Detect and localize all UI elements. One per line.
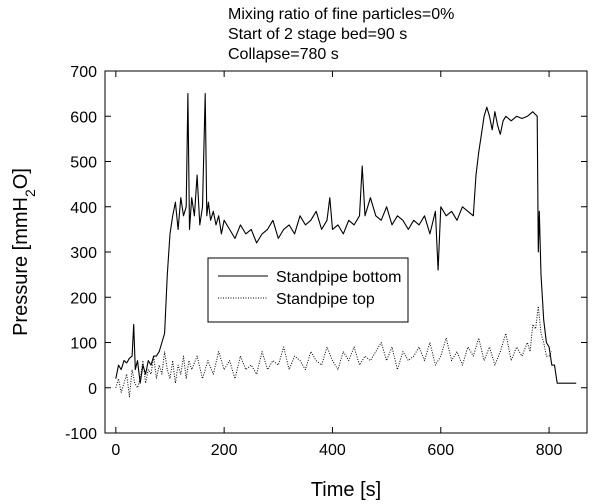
legend-label: Standpipe top xyxy=(276,291,375,308)
x-tick-label: 600 xyxy=(427,442,454,459)
y-tick-label: -100 xyxy=(65,426,97,443)
series-line-standpipe-bottom xyxy=(115,93,577,384)
y-tick-label: 300 xyxy=(70,245,97,262)
y-axis-title: Pressure [mmH2O] xyxy=(10,168,38,336)
y-tick-label: 100 xyxy=(70,336,97,353)
legend-label: Standpipe bottom xyxy=(276,269,401,286)
plot-area-frame xyxy=(104,70,588,434)
x-axis-title: Time [s] xyxy=(311,479,381,501)
x-tick-label: 200 xyxy=(211,442,238,459)
y-tick-label: 500 xyxy=(70,155,97,172)
x-tick-label: 0 xyxy=(111,442,120,459)
y-tick-label: 0 xyxy=(88,381,97,398)
x-tick-label: 800 xyxy=(536,442,563,459)
annotation-collapse: Collapse=780 s xyxy=(228,46,339,63)
y-tick-label: 400 xyxy=(70,200,97,217)
legend-box xyxy=(207,257,409,323)
series-line-standpipe-top xyxy=(115,305,553,398)
x-tick-label: 400 xyxy=(319,442,346,459)
annotation-mixing-ratio: Mixing ratio of fine particles=0% xyxy=(228,6,455,23)
annotation-start-stage-bed: Start of 2 stage bed=90 s xyxy=(228,26,408,43)
y-tick-label: 700 xyxy=(70,64,97,81)
y-tick-label: 600 xyxy=(70,109,97,126)
y-tick-label: 200 xyxy=(70,290,97,307)
legend: Standpipe bottom Standpipe top xyxy=(207,257,409,323)
